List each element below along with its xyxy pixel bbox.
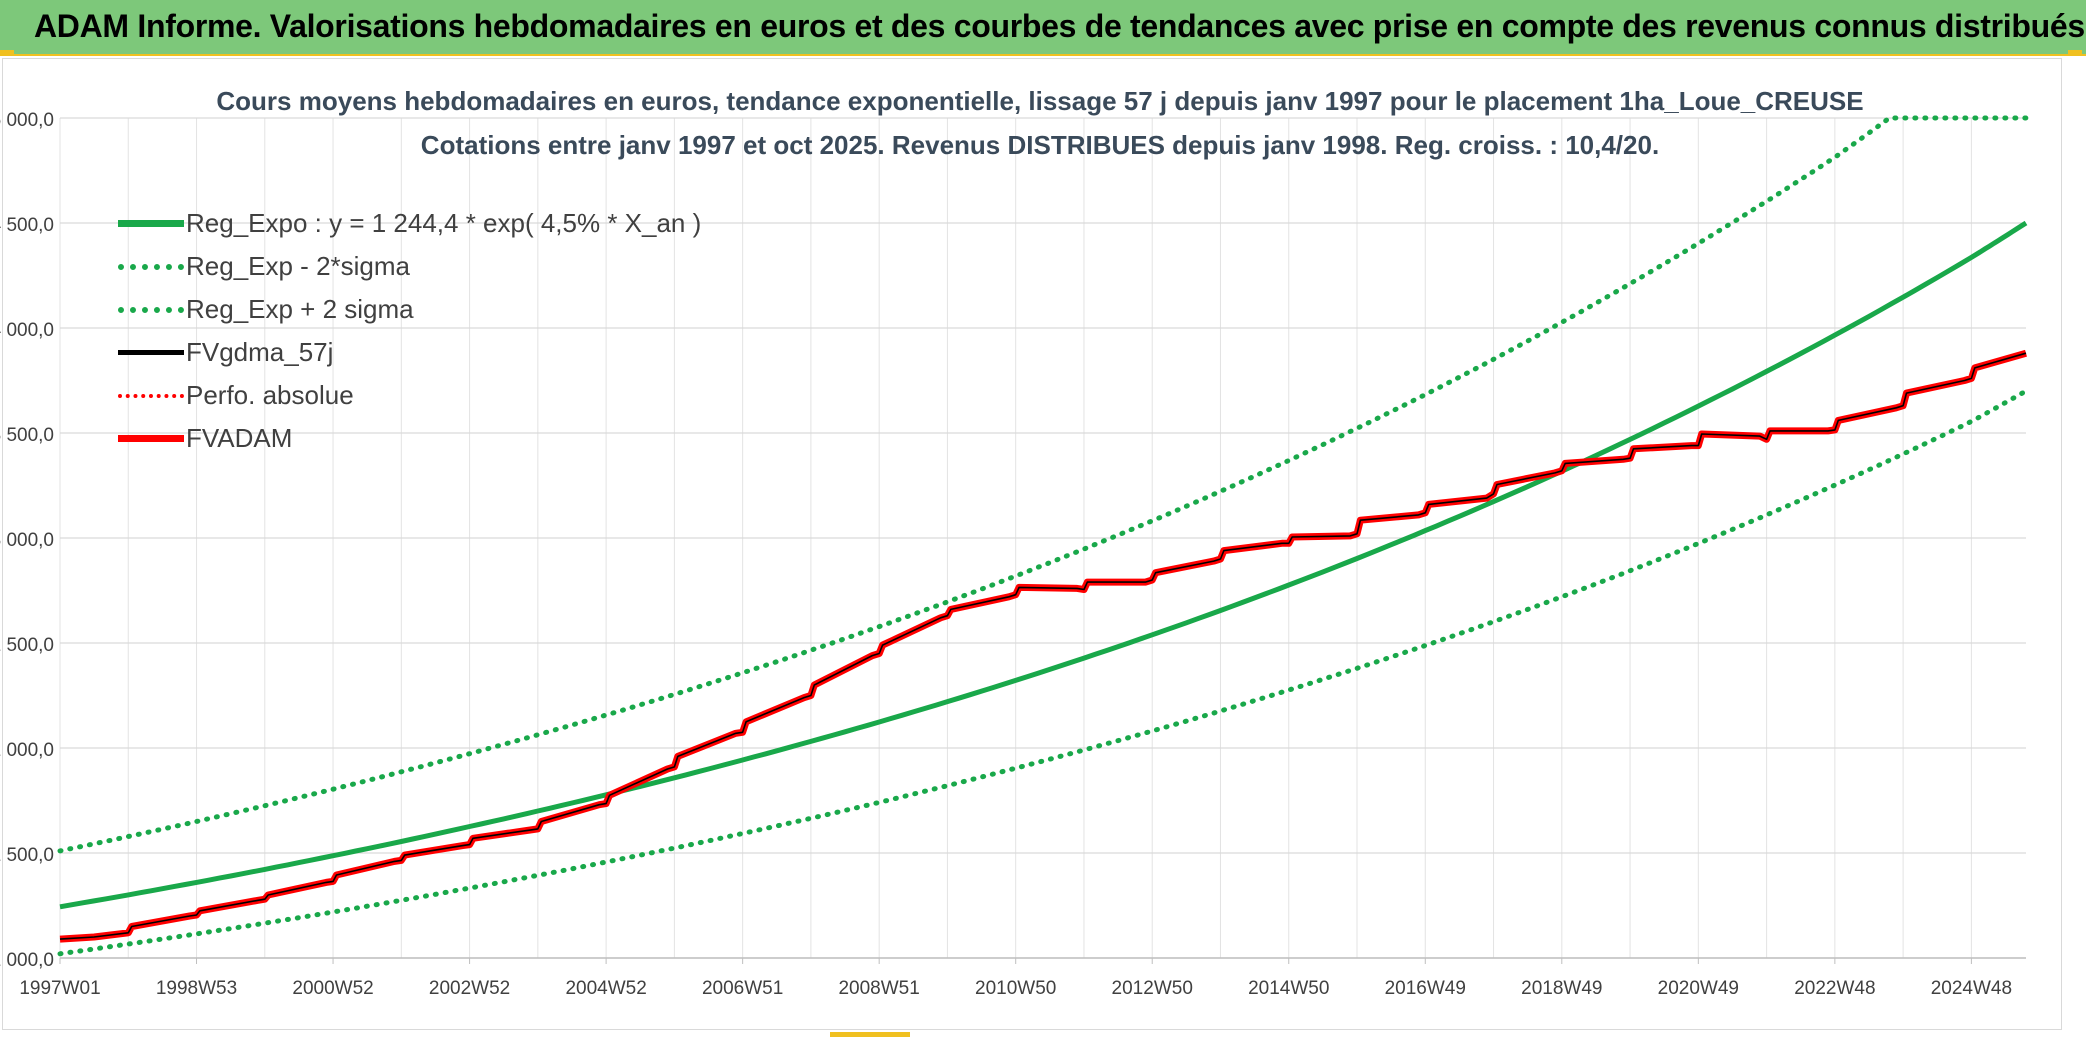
y-tick-label: 4 500,0 bbox=[0, 215, 54, 236]
x-tick-label: 2016W49 bbox=[1385, 978, 1466, 999]
x-tick-label: 2010W50 bbox=[975, 978, 1056, 999]
corner-mark-top-right bbox=[2068, 50, 2082, 56]
report-title: ADAM Informe. Valorisations hebdomadaire… bbox=[34, 8, 2085, 44]
legend-label: Reg_Exp - 2*sigma bbox=[186, 251, 410, 281]
chart-title-line-1: Cours moyens hebdomadaires en euros, ten… bbox=[216, 86, 1864, 116]
x-tick-label: 2020W49 bbox=[1658, 978, 1739, 999]
report-banner: ADAM Informe. Valorisations hebdomadaire… bbox=[0, 0, 2086, 56]
x-tick-label: 2018W49 bbox=[1521, 978, 1602, 999]
legend-label: FVADAM bbox=[186, 423, 293, 453]
legend-swatch-dotted-green bbox=[118, 306, 184, 313]
x-tick-label: 2006W51 bbox=[702, 978, 783, 999]
legend-swatch-solid-green bbox=[118, 220, 184, 227]
legend-label: Perfo. absolue bbox=[186, 380, 354, 410]
series-line-reg-exp-plus-2sigma bbox=[57, 115, 2029, 854]
y-tick-label: 5 000,0 bbox=[0, 110, 54, 131]
series-line-reg-expo bbox=[59, 220, 2028, 910]
y-tick-label: 2 500,0 bbox=[0, 635, 54, 656]
legend-label: Reg_Expo : y = 1 244,4 * exp( 4,5% * X_a… bbox=[186, 208, 702, 238]
corner-mark-bottom bbox=[830, 1032, 910, 1037]
x-tick-label: 2024W48 bbox=[1931, 978, 2012, 999]
series-line-fvgdma-57j bbox=[59, 352, 2027, 940]
legend-swatch-dotted-green bbox=[118, 263, 184, 270]
corner-mark-top-left bbox=[0, 50, 14, 56]
legend-swatch-dotted-red bbox=[118, 393, 184, 398]
x-tick-label: 2014W50 bbox=[1248, 978, 1329, 999]
y-tick-label: 2 000,0 bbox=[0, 740, 54, 761]
legend-swatch-solid-red bbox=[118, 435, 184, 442]
x-tick-label: 2022W48 bbox=[1794, 978, 1875, 999]
legend-swatch-solid-black bbox=[118, 350, 184, 355]
x-tick-label: 2000W52 bbox=[292, 978, 373, 999]
y-tick-label: 3 000,0 bbox=[0, 530, 54, 551]
y-tick-label: 4 000,0 bbox=[0, 320, 54, 341]
y-tick-label: 1 000,0 bbox=[0, 950, 54, 971]
chart-legend: Reg_Expo : y = 1 244,4 * exp( 4,5% * X_a… bbox=[118, 202, 701, 460]
legend-item-fvgdma: FVgdma_57j bbox=[118, 331, 701, 374]
chart-title-line-2: Cotations entre janv 1997 et oct 2025. R… bbox=[420, 130, 1660, 160]
x-tick-label: 2008W51 bbox=[838, 978, 919, 999]
x-tick-label: 2004W52 bbox=[565, 978, 646, 999]
legend-item-reg-exp-minus: Reg_Exp - 2*sigma bbox=[118, 245, 701, 288]
x-tick-label: 2002W52 bbox=[429, 978, 510, 999]
y-tick-label: 3 500,0 bbox=[0, 425, 54, 446]
legend-label: FVgdma_57j bbox=[186, 337, 334, 367]
legend-item-fvadam: FVADAM bbox=[118, 417, 701, 460]
chart-frame bbox=[2, 58, 2062, 1030]
legend-label: Reg_Exp + 2 sigma bbox=[186, 294, 414, 324]
x-tick-label: 1998W53 bbox=[156, 978, 237, 999]
legend-item-perfo-absolue: Perfo. absolue bbox=[118, 374, 701, 417]
y-tick-label: 1 500,0 bbox=[0, 845, 54, 866]
legend-item-reg-exp-plus: Reg_Exp + 2 sigma bbox=[118, 288, 701, 331]
x-tick-label: 2012W50 bbox=[1112, 978, 1193, 999]
x-tick-label: 1997W01 bbox=[19, 978, 100, 999]
legend-item-reg-expo: Reg_Expo : y = 1 244,4 * exp( 4,5% * X_a… bbox=[118, 202, 701, 245]
